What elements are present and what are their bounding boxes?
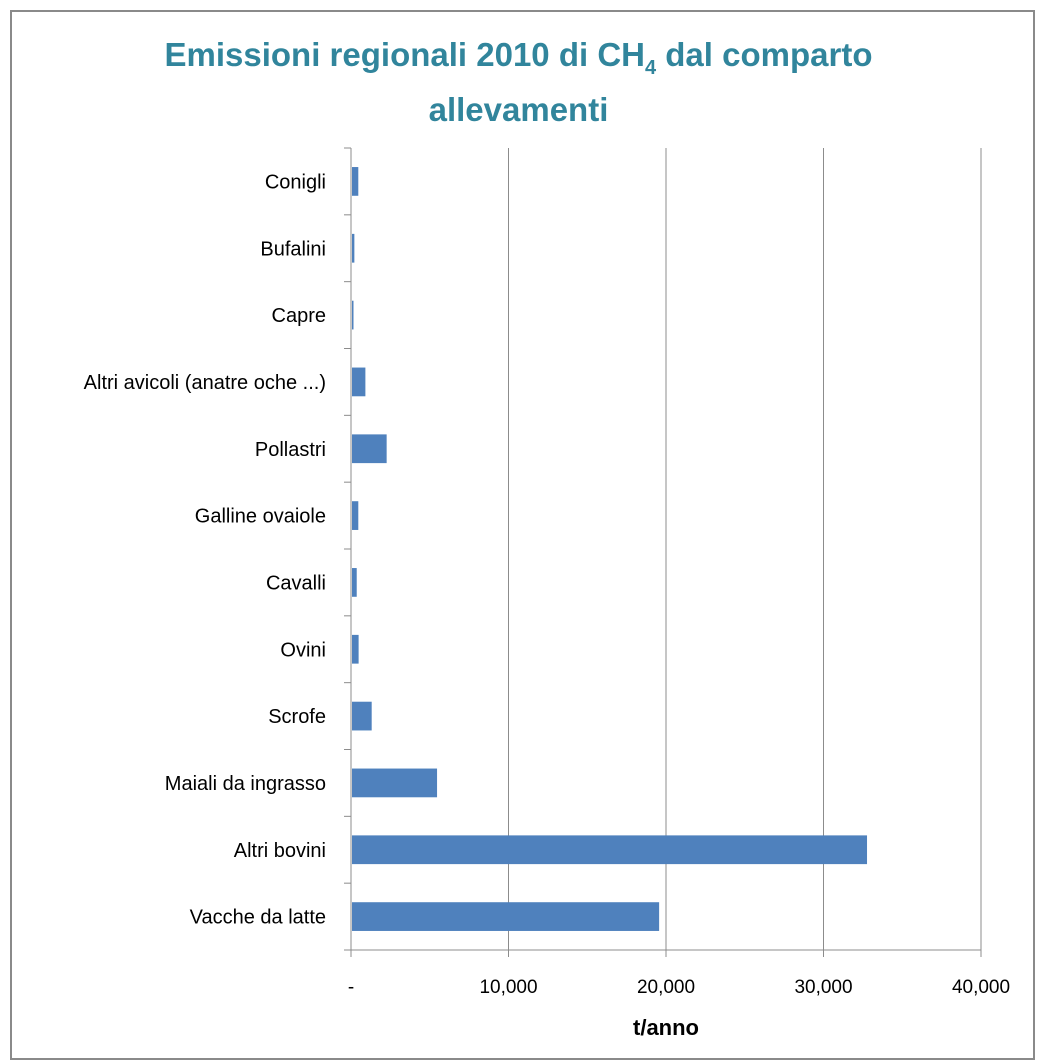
bar — [352, 568, 357, 597]
category-label: Cavalli — [266, 572, 326, 594]
category-label: Altri avicoli (anatre oche ...) — [84, 372, 326, 394]
x-tick-label: 20,000 — [637, 977, 695, 998]
category-label: Pollastri — [255, 439, 326, 461]
bar — [352, 233, 355, 263]
bar — [352, 634, 359, 664]
category-label: Maiali da ingrasso — [165, 773, 326, 795]
x-tick-label: 40,000 — [952, 977, 1010, 998]
bar — [352, 902, 660, 931]
chart-title-subscript: 4 — [644, 57, 657, 79]
x-tick-label: 30,000 — [794, 977, 852, 998]
category-label: Conigli — [265, 171, 326, 193]
bar — [352, 835, 868, 865]
category-label: Galline ovaiole — [195, 506, 326, 528]
x-tick-label: 10,000 — [479, 977, 537, 998]
chart-title: Emissioni regionali 2010 di CH4 dal comp… — [0, 30, 1037, 135]
category-label: Ovini — [280, 639, 326, 661]
category-label: Bufalini — [260, 238, 326, 260]
bar — [352, 167, 359, 196]
chart-title-part1: Emissioni regionali 2010 di CH — [164, 36, 645, 73]
bar — [352, 300, 354, 330]
bar — [352, 434, 387, 464]
category-label: Vacche da latte — [190, 907, 326, 929]
chart-frame — [10, 10, 1035, 1060]
chart-title-line1: Emissioni regionali 2010 di CH4 dal comp… — [0, 30, 1037, 85]
bar — [352, 367, 366, 397]
chart-title-part2: dal comparto — [656, 36, 873, 73]
category-label: Altri bovini — [234, 840, 326, 862]
category-label: Capre — [272, 305, 326, 327]
bar — [352, 768, 438, 798]
x-axis-title: t/anno — [633, 1015, 699, 1040]
chart-title-line2: allevamenti — [428, 91, 609, 128]
bar — [352, 701, 372, 731]
x-tick-label: - — [348, 977, 354, 998]
category-label: Scrofe — [268, 706, 326, 728]
bar — [352, 501, 359, 530]
